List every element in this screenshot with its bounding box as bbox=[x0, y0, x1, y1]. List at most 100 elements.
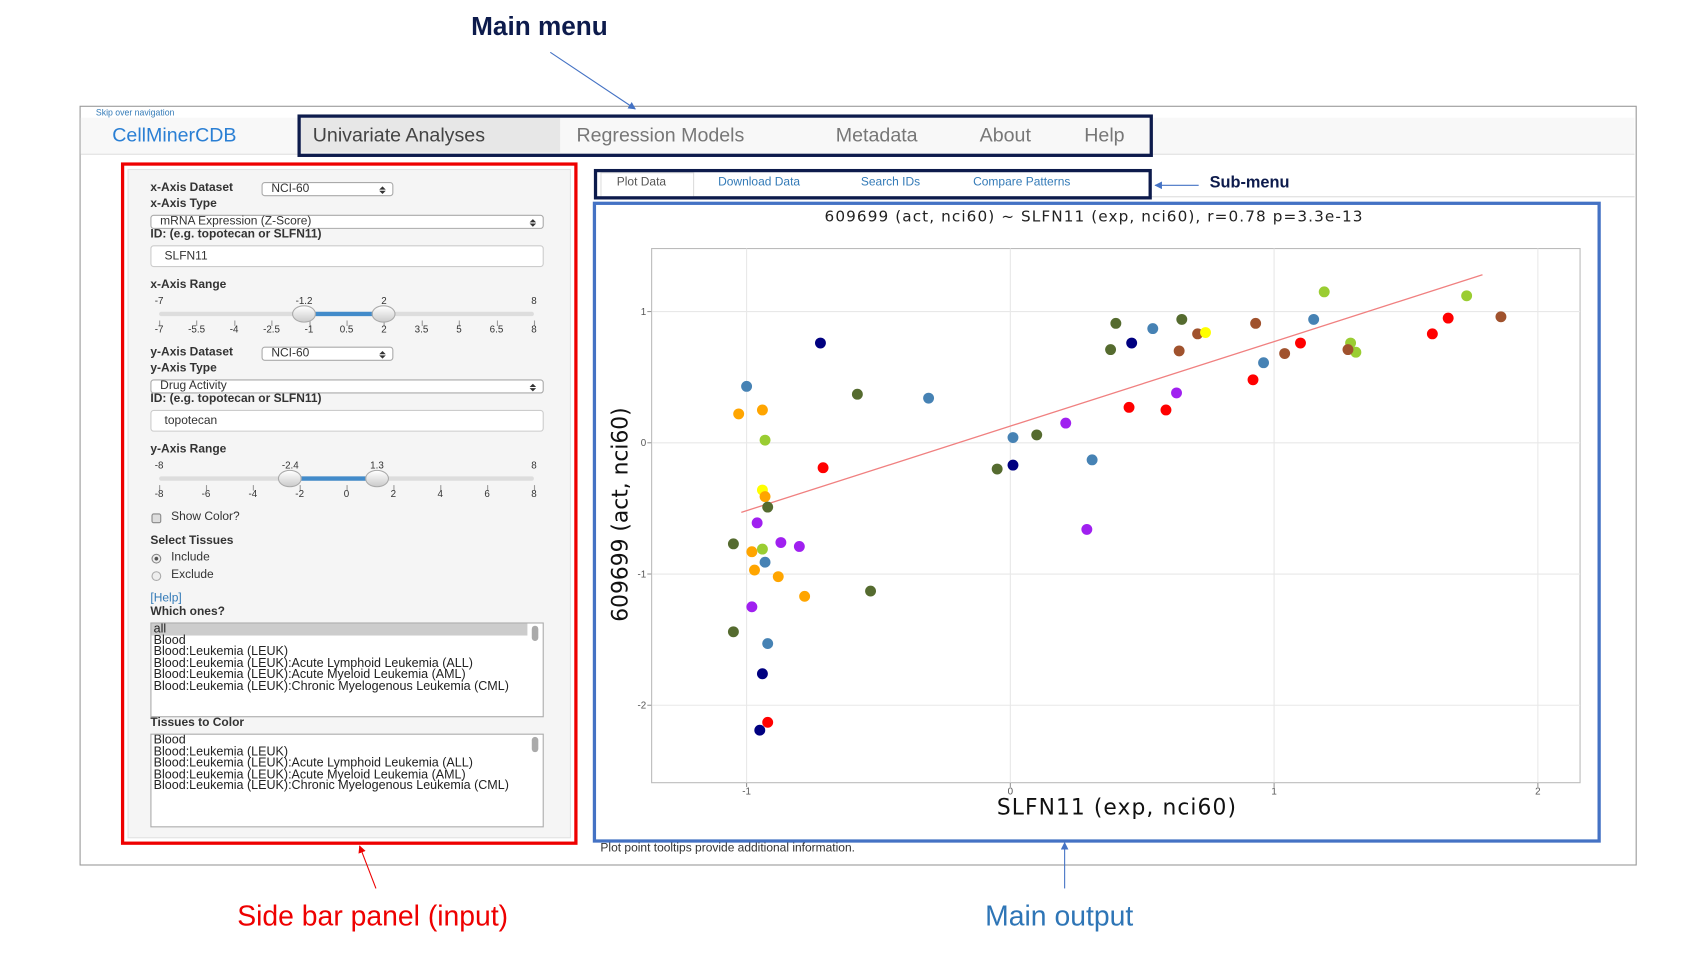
radio[interactable] bbox=[151, 553, 162, 564]
point bbox=[762, 716, 774, 728]
list-item[interactable]: Blood:Leukemia (LEUK):Acute Myeloid Leuk… bbox=[153, 767, 466, 782]
sub-menu-box bbox=[593, 168, 1152, 200]
point bbox=[1258, 357, 1270, 369]
slider-min: -8 bbox=[154, 459, 164, 471]
menu-item[interactable]: Help bbox=[1084, 124, 1125, 147]
list-item[interactable]: Blood bbox=[153, 633, 186, 647]
slider-handle[interactable] bbox=[278, 469, 303, 488]
text-input[interactable]: topotecan bbox=[150, 409, 544, 432]
sidebar-bg bbox=[127, 168, 572, 839]
checkbox[interactable] bbox=[151, 513, 162, 524]
y-tick-label: 0 bbox=[641, 438, 647, 449]
list-item[interactable]: Blood:Leukemia (LEUK):Chronic Myelogenou… bbox=[153, 679, 509, 693]
x-tick-label: 2 bbox=[1535, 787, 1540, 798]
point bbox=[1200, 327, 1211, 338]
point bbox=[1060, 417, 1072, 429]
menu-item[interactable]: Metadata bbox=[835, 124, 918, 147]
point bbox=[727, 538, 739, 550]
slider-from: -2.4 bbox=[281, 459, 299, 471]
point bbox=[756, 668, 768, 680]
slider-tick bbox=[309, 320, 311, 326]
slider-tick bbox=[159, 485, 161, 491]
text-input[interactable]: SLFN11 bbox=[150, 245, 544, 268]
slider-tick bbox=[196, 320, 198, 326]
menu-item[interactable]: About bbox=[979, 124, 1031, 147]
radio[interactable] bbox=[151, 571, 162, 582]
slider-from: -1.2 bbox=[295, 294, 313, 306]
submenu-tab[interactable]: Download Data bbox=[718, 175, 801, 190]
select[interactable]: NCI-60 bbox=[261, 181, 394, 196]
active-tab bbox=[600, 172, 695, 198]
slider-max: 8 bbox=[531, 294, 537, 306]
skip-link[interactable]: Skip over navigation bbox=[95, 108, 175, 118]
slider-tick-label: -4 bbox=[248, 487, 258, 499]
submenu-tab[interactable]: Plot Data bbox=[616, 175, 667, 190]
point bbox=[865, 585, 877, 597]
app-frame bbox=[79, 105, 1637, 866]
slider-tick bbox=[393, 485, 395, 491]
menu-item[interactable]: Regression Models bbox=[576, 124, 745, 147]
slider-tick bbox=[271, 320, 273, 326]
select[interactable]: mRNA Expression (Z-Score) bbox=[150, 214, 544, 229]
scrollbar bbox=[531, 625, 539, 641]
list-item[interactable]: Blood:Leukemia (LEUK):Acute Lymphoid Leu… bbox=[153, 756, 473, 770]
point bbox=[814, 337, 826, 349]
list-item[interactable]: Blood:Leukemia (LEUK):Acute Myeloid Leuk… bbox=[153, 668, 466, 682]
point bbox=[1007, 459, 1019, 471]
list-item[interactable]: all bbox=[151, 623, 528, 635]
field-label: Which ones? bbox=[150, 605, 225, 619]
slider-tick-label: 5 bbox=[456, 323, 462, 335]
field-label: ID: (e.g. topotecan or SLFN11) bbox=[150, 392, 322, 406]
slider-tick-label: 8 bbox=[531, 323, 537, 335]
list-item[interactable]: Blood:Leukemia (LEUK) bbox=[153, 645, 289, 659]
select[interactable]: NCI-60 bbox=[261, 346, 394, 361]
slider-tick bbox=[205, 485, 208, 491]
main-menu-box bbox=[297, 114, 1153, 157]
select[interactable]: Drug Activity bbox=[150, 378, 544, 393]
submenu-tab[interactable]: Compare Patterns bbox=[973, 175, 1071, 190]
y-axis-label: 609699 (act, nci60) bbox=[609, 407, 634, 621]
field-label: y-Axis Type bbox=[150, 362, 217, 376]
active-menu-bg bbox=[300, 117, 561, 153]
list-item[interactable]: Blood:Leukemia (LEUK):Acute Lymphoid Leu… bbox=[153, 656, 473, 670]
point bbox=[746, 601, 758, 613]
slider-tick-label: -2 bbox=[295, 487, 305, 499]
radio-label: Include bbox=[171, 550, 210, 565]
field-label: x-Axis Dataset bbox=[150, 181, 234, 195]
point bbox=[1105, 344, 1117, 356]
point bbox=[727, 626, 739, 638]
menu-item[interactable]: Univariate Analyses bbox=[312, 124, 486, 147]
list-item[interactable]: Blood:Leukemia (LEUK):Chronic Myelogenou… bbox=[153, 779, 509, 793]
brand[interactable]: CellMinerCDB bbox=[112, 124, 237, 147]
point bbox=[1147, 323, 1159, 335]
point bbox=[1110, 317, 1122, 329]
submenu-tab[interactable]: Search IDs bbox=[860, 175, 921, 190]
slider-tick bbox=[299, 485, 301, 491]
checkbox-label: Show Color? bbox=[171, 510, 240, 524]
list-item[interactable]: Blood:Leukemia (LEUK) bbox=[153, 745, 289, 759]
slider-handle[interactable] bbox=[364, 469, 389, 488]
slider-handle[interactable] bbox=[372, 305, 396, 323]
sidebar-annotation: Side bar panel (input) bbox=[237, 899, 509, 933]
list-box: Blood Blood:Leukemia (LEUK) Blood:Leukemia… bbox=[150, 733, 544, 828]
x-tick-label: 1 bbox=[1271, 787, 1276, 798]
point bbox=[1342, 344, 1354, 356]
help-link[interactable]: [Help] bbox=[150, 592, 182, 606]
slider-tick-label: 4 bbox=[437, 487, 443, 499]
point bbox=[1173, 345, 1185, 357]
y-tick-label: -1 bbox=[637, 569, 646, 580]
slider-tick-label: -5.5 bbox=[188, 323, 206, 335]
field-label: ID: (e.g. topotecan or SLFN11) bbox=[150, 228, 322, 242]
slider-handle[interactable] bbox=[292, 305, 317, 323]
point bbox=[775, 537, 787, 548]
point bbox=[1279, 348, 1291, 359]
point bbox=[1426, 328, 1438, 340]
point bbox=[1461, 290, 1473, 302]
slider-tick bbox=[346, 320, 348, 326]
slider-tick bbox=[496, 320, 498, 326]
slider-tick bbox=[487, 485, 489, 491]
list-item[interactable]: Blood bbox=[153, 733, 186, 747]
chart-title: 609699 (act, nci60) ~ SLFN11 (exp, nci60… bbox=[825, 207, 1364, 225]
